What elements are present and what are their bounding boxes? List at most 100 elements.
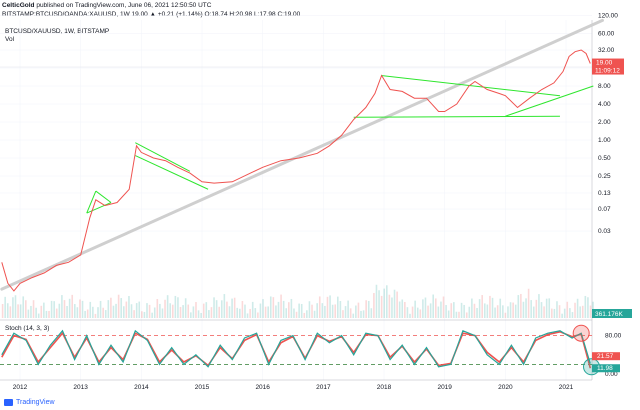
trend-line: [353, 115, 560, 118]
volume-bar: [210, 307, 213, 318]
volume-bar: [540, 302, 543, 318]
volume-bar: [164, 299, 166, 318]
stoch-tick-lower: 0.00: [605, 371, 618, 378]
volume-bar: [579, 306, 581, 318]
stoch-k-value: 11.98: [597, 365, 613, 372]
volume-bar: [388, 294, 391, 318]
regression-line: [0, 18, 604, 291]
volume-bar: [53, 301, 55, 318]
volume-bar: [213, 297, 215, 318]
volume-bar: [280, 294, 282, 318]
y-tick-label: 0.25: [598, 173, 611, 180]
volume-bar: [427, 305, 429, 318]
volume-bar: [543, 306, 545, 318]
volume-bar: [527, 288, 530, 318]
volume-bar: [125, 301, 128, 318]
volume-bar: [344, 306, 347, 318]
volume-bar: [151, 312, 153, 318]
volume-bar: [321, 303, 324, 318]
volume-bar: [190, 312, 192, 318]
volume-bar: [494, 307, 496, 318]
volume-bar: [385, 285, 388, 318]
stoch-label: Stoch (14, 3, 3): [5, 325, 49, 332]
countdown-label: 11:09:12: [595, 68, 620, 75]
publish-line: CelticGold published on TradingView.com,…: [2, 2, 211, 10]
x-tick-label: 2012: [13, 384, 28, 391]
volume-bar: [499, 298, 502, 318]
volume-bar: [37, 313, 40, 318]
volume-bar: [177, 297, 179, 318]
volume-bars: [1, 284, 594, 318]
volume-bar: [133, 310, 135, 318]
volume-bar: [275, 305, 277, 318]
volume-bar: [406, 307, 409, 318]
volume-bar: [115, 303, 117, 318]
volume-bar: [272, 297, 275, 318]
volume-bar: [202, 303, 205, 318]
volume-bar: [50, 300, 53, 318]
y-tick-label: 0.13: [598, 190, 611, 197]
overbought-circle: [572, 324, 590, 342]
volume-bar: [339, 301, 342, 318]
price-grid: [0, 15, 592, 380]
volume-bar: [264, 306, 267, 318]
price-series: [1, 49, 591, 292]
volume-bar: [349, 308, 352, 318]
x-tick-label: 2020: [498, 384, 513, 391]
volume-bar: [205, 302, 208, 318]
volume-bar: [226, 301, 228, 318]
volume-bar: [473, 303, 476, 318]
volume-bar: [455, 311, 458, 318]
volume-bar: [169, 303, 171, 318]
volume-bar: [239, 308, 241, 318]
volume-bar: [409, 313, 411, 318]
volume-bar: [171, 304, 174, 318]
volume-bar: [471, 298, 473, 318]
volume-bar: [398, 301, 401, 318]
volume-bar: [491, 297, 494, 318]
legend-symbol[interactable]: BTCUSD/XAUUSD, 1W, BITSTAMP: [5, 28, 110, 35]
volume-bar: [532, 306, 535, 318]
y-tick-label: 1.00: [598, 137, 611, 144]
volume-bar: [313, 310, 316, 318]
volume-bar: [269, 296, 272, 318]
trend-line: [86, 190, 97, 214]
volume-bar: [179, 306, 182, 318]
volume-bar: [396, 291, 398, 318]
volume-bar: [79, 299, 81, 318]
volume-bar: [288, 302, 290, 318]
legend-vol[interactable]: Vol: [5, 36, 15, 43]
volume-bar: [404, 301, 406, 318]
volume-bar: [94, 313, 97, 318]
volume-bar: [556, 301, 558, 318]
tradingview-footer[interactable]: TradingView: [4, 399, 55, 406]
volume-bar: [380, 295, 383, 318]
volume-bar: [422, 299, 424, 318]
volume-bar: [476, 307, 478, 318]
volume-bar: [27, 309, 30, 318]
volume-bar: [303, 312, 306, 318]
volume-bar: [298, 303, 300, 318]
volume-bar: [197, 310, 200, 318]
volume-bar: [347, 300, 349, 318]
y-tick-label: 8.00: [598, 83, 611, 90]
volume-bar: [244, 304, 246, 318]
trend-line: [135, 155, 209, 190]
volume-bar: [249, 308, 251, 318]
volume-bar: [545, 298, 548, 318]
volume-bar: [522, 301, 525, 318]
volume-bar: [468, 306, 471, 318]
volume-bar: [117, 294, 120, 318]
volume-bar: [458, 311, 460, 318]
y-tick-label: 32.00: [598, 47, 615, 54]
volume-bar: [300, 303, 303, 318]
volume-bar: [89, 301, 92, 318]
volume-bar: [208, 310, 210, 318]
volume-bar: [489, 295, 491, 318]
volume-bar: [228, 306, 231, 318]
volume-bar: [584, 295, 587, 318]
volume-bar: [241, 300, 244, 318]
volume-bar: [120, 298, 123, 318]
x-tick-label: 2015: [195, 384, 210, 391]
